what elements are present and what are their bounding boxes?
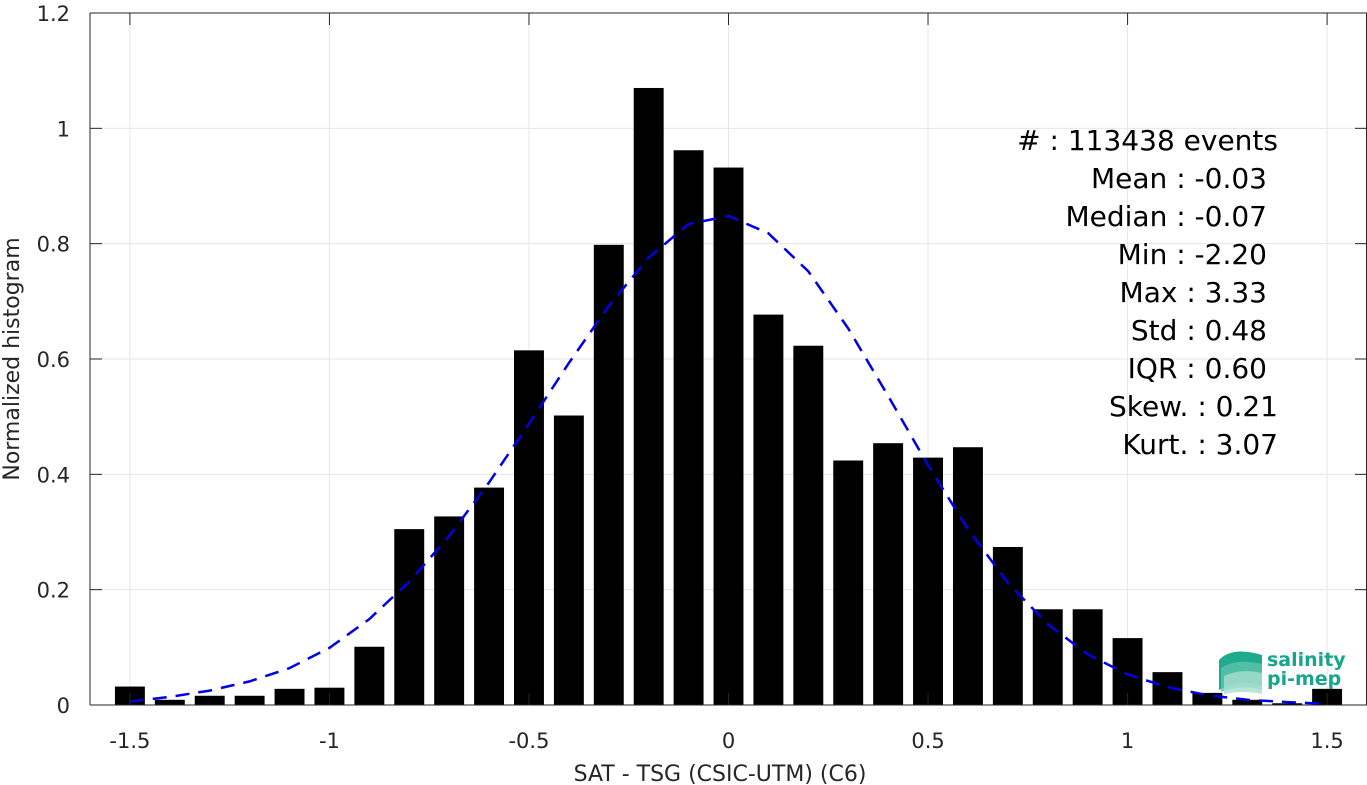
histogram-bar bbox=[952, 447, 983, 705]
gaussian-fit-curve bbox=[129, 214, 1328, 706]
histogram-bar bbox=[234, 695, 265, 705]
y-tick-label: 0.4 bbox=[37, 463, 70, 487]
histogram-bar bbox=[553, 415, 584, 705]
histogram-bar bbox=[514, 350, 544, 705]
histogram-bar bbox=[1232, 699, 1263, 705]
histogram-bar bbox=[913, 457, 943, 705]
statistics-box: # : 113438 events Mean : -0.03 Median : -0… bbox=[1017, 124, 1278, 461]
y-tick-label: 0 bbox=[57, 694, 70, 718]
histogram-bar bbox=[833, 460, 864, 705]
wave-logo-icon bbox=[1219, 651, 1262, 694]
x-tick-label: -0.5 bbox=[508, 729, 549, 753]
histogram-bar bbox=[673, 150, 704, 705]
x-tick-label: 0.5 bbox=[911, 729, 944, 753]
x-tick-label: 1 bbox=[1121, 729, 1134, 753]
x-tick-label: 1.5 bbox=[1310, 729, 1343, 753]
histogram-bar bbox=[194, 695, 225, 705]
histogram-bar bbox=[793, 345, 824, 705]
y-tick-label: 0.8 bbox=[37, 233, 70, 257]
tick-labels: -1.5 -1 -0.5 0 0.5 1 1.5 0 0.2 0.4 0.6 0.8 1 1.2 bbox=[37, 2, 1344, 753]
stats-line: Min : -2.20 bbox=[1118, 238, 1267, 271]
stats-line: Skew. : 0.21 bbox=[1109, 390, 1278, 423]
histogram-bar bbox=[154, 699, 185, 705]
histogram-bar bbox=[354, 646, 385, 705]
histogram-bar bbox=[434, 516, 465, 705]
histogram-bar bbox=[992, 546, 1023, 705]
histogram-bar bbox=[1272, 703, 1303, 705]
histogram-bar bbox=[274, 688, 305, 705]
stats-line: Mean : -0.03 bbox=[1091, 162, 1267, 195]
y-axis-title: Normalized histogram bbox=[0, 237, 25, 480]
stats-line: Median : -0.07 bbox=[1065, 200, 1267, 233]
stats-line: Kurt. : 3.07 bbox=[1122, 428, 1278, 461]
histogram-bar bbox=[593, 244, 624, 705]
fit-curve-layer bbox=[129, 214, 1328, 706]
logo-text-salinity: salinity bbox=[1267, 649, 1346, 671]
y-tick-label: 1 bbox=[57, 117, 70, 141]
histogram-bar bbox=[394, 529, 425, 705]
histogram-bar bbox=[474, 487, 505, 705]
y-tick-label: 0.6 bbox=[37, 348, 70, 372]
histogram-bars bbox=[114, 87, 1343, 706]
histogram-bar bbox=[1192, 692, 1223, 705]
logo-text-pi-mep: pi-mep bbox=[1267, 668, 1341, 690]
x-tick-label: -1 bbox=[319, 729, 340, 753]
y-tick-label: 0.2 bbox=[37, 579, 70, 603]
histogram-bar bbox=[873, 443, 904, 705]
stats-line: # : 113438 events bbox=[1017, 124, 1278, 157]
histogram-bar bbox=[1072, 609, 1103, 705]
salinity-pi-mep-logo: salinity pi-mep bbox=[1219, 649, 1346, 694]
histogram-bar bbox=[753, 314, 784, 705]
x-axis-title: SAT - TSG (CSIC-UTM) (C6) bbox=[574, 762, 867, 785]
x-tick-label: -1.5 bbox=[109, 729, 150, 753]
stats-line: Max : 3.33 bbox=[1120, 276, 1267, 309]
histogram-bar bbox=[713, 167, 744, 706]
stats-line: Std : 0.48 bbox=[1131, 314, 1267, 347]
y-tick-label: 1.2 bbox=[37, 2, 70, 26]
x-tick-label: 0 bbox=[722, 729, 735, 753]
stats-line: IQR : 0.60 bbox=[1128, 352, 1267, 385]
histogram-bar bbox=[633, 87, 664, 705]
